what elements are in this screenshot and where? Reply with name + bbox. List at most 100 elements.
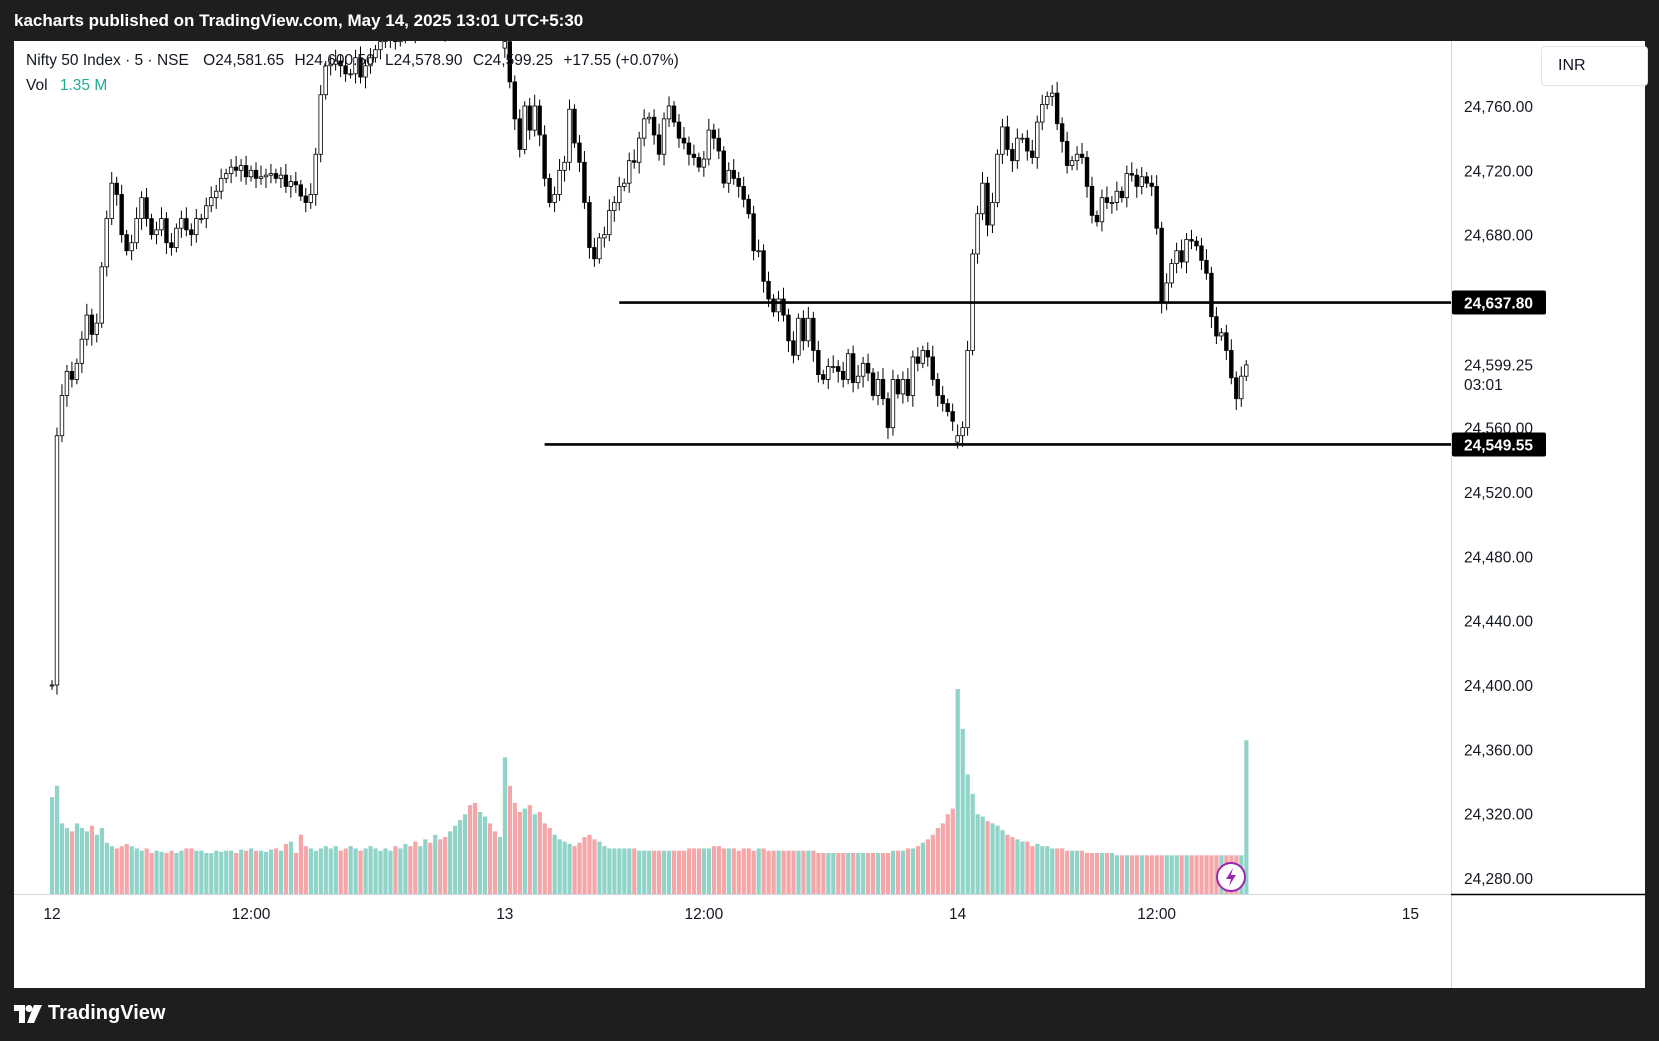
candle-body — [512, 81, 517, 120]
volume-bar — [1134, 855, 1139, 894]
time-tick-label: 12:00 — [1137, 906, 1176, 923]
candle-body — [567, 108, 572, 163]
change-value: +17.55 (+0.07%) — [563, 52, 679, 69]
volume-bar — [856, 853, 861, 894]
price-labels: 24,637.80 24,599.25 03:01 24,549.55 — [1452, 290, 1546, 457]
candle-body — [905, 379, 911, 396]
tradingview-logo[interactable]: TradingView — [14, 1002, 165, 1025]
volume-bar — [542, 823, 547, 894]
currency-button[interactable]: INR — [1541, 46, 1648, 86]
footer-bar: TradingView — [0, 988, 1659, 1041]
volume-bar — [159, 851, 164, 894]
volume-bar — [930, 834, 935, 894]
volume-bar — [453, 825, 458, 894]
low-label: L — [384, 52, 394, 69]
candle-body — [572, 108, 577, 144]
candle-body — [218, 177, 224, 192]
candle-body — [671, 105, 677, 123]
chart-canvas[interactable]: 24,760.0024,720.0024,680.0024,640.0024,6… — [14, 41, 1645, 988]
candle-body — [855, 375, 861, 384]
volume-bar — [1065, 850, 1070, 894]
flash-icon[interactable] — [1216, 862, 1246, 892]
volume-bar — [751, 850, 756, 894]
candle-body — [169, 242, 174, 248]
candle-body — [214, 190, 219, 199]
volume-bar — [537, 812, 542, 894]
candle-body — [1219, 332, 1224, 337]
price-label-text: 24,549.55 — [1464, 437, 1533, 454]
volume-bar — [527, 805, 532, 894]
chart-frame[interactable]: 24,760.0024,720.0024,680.0024,640.0024,6… — [14, 41, 1648, 988]
candle-body — [119, 194, 124, 236]
candle-body — [248, 169, 254, 178]
candle-body — [1045, 95, 1050, 105]
candle-body — [845, 353, 851, 380]
volume-bar — [144, 848, 149, 894]
volume-bar — [338, 850, 343, 894]
candle-layer — [49, 41, 1249, 695]
volume-bar — [472, 802, 478, 894]
volume-bar — [1104, 853, 1110, 894]
volume-bar — [587, 834, 592, 894]
candle-body — [1139, 176, 1144, 187]
candle-body — [840, 370, 846, 380]
volume-bar — [104, 842, 109, 894]
volume-bar — [851, 853, 856, 894]
candle-body — [607, 210, 612, 236]
price-tick-label: 24,280.00 — [1464, 871, 1533, 888]
volume-bar — [866, 853, 871, 894]
volume-bar — [1050, 848, 1055, 894]
volume-bar — [970, 793, 975, 894]
volume-bar — [308, 848, 313, 894]
volume-bar — [1099, 853, 1105, 894]
candle-body — [880, 379, 886, 400]
candle-body — [1084, 157, 1090, 187]
candle-body — [577, 142, 582, 163]
candle-body — [333, 60, 338, 65]
volume-bar — [1089, 853, 1095, 894]
volume-bar — [567, 843, 572, 894]
volume-bar — [94, 834, 99, 894]
volume-bar — [348, 846, 353, 894]
candle-body — [965, 350, 970, 429]
candle-body — [1099, 197, 1105, 223]
volume-bar — [1184, 855, 1189, 894]
candle-body — [875, 379, 881, 396]
symbol-label[interactable]: Nifty 50 Index · 5 · NSE — [26, 52, 189, 69]
volume-bar — [716, 846, 721, 894]
candle-body — [920, 350, 925, 364]
volume-bar — [691, 848, 697, 894]
volume-bar — [1154, 855, 1159, 894]
volume-bar — [214, 850, 219, 894]
volume-bar — [492, 831, 498, 894]
candle-body — [602, 234, 607, 239]
candle-body — [308, 194, 313, 203]
candle-body — [826, 366, 831, 380]
volume-bar — [1124, 855, 1130, 894]
candle-body — [587, 202, 592, 248]
volume-bar — [781, 850, 786, 894]
vol-label[interactable]: Vol — [26, 77, 48, 94]
candle-body — [681, 137, 687, 144]
volume-bar — [124, 843, 129, 894]
candle-body — [646, 116, 652, 120]
candle-body — [1169, 263, 1174, 284]
candle-body — [761, 250, 766, 282]
candle-body — [502, 41, 508, 49]
candle-body — [124, 234, 129, 252]
candle-body — [1074, 153, 1080, 162]
volume-bar — [672, 850, 677, 894]
time-tick-label: 14 — [949, 906, 967, 923]
volume-bar — [512, 802, 517, 894]
volume-bar — [607, 848, 612, 894]
candle-body — [134, 218, 139, 244]
volume-bar — [935, 827, 940, 894]
open-value: 24,581.65 — [215, 52, 285, 69]
candle-body — [676, 121, 682, 139]
candle-body — [298, 184, 303, 197]
volume-bar — [706, 848, 712, 894]
volume-bar — [428, 842, 433, 894]
candle-body — [1239, 375, 1244, 400]
volume-bar — [1244, 740, 1249, 894]
candle-body — [179, 218, 184, 229]
